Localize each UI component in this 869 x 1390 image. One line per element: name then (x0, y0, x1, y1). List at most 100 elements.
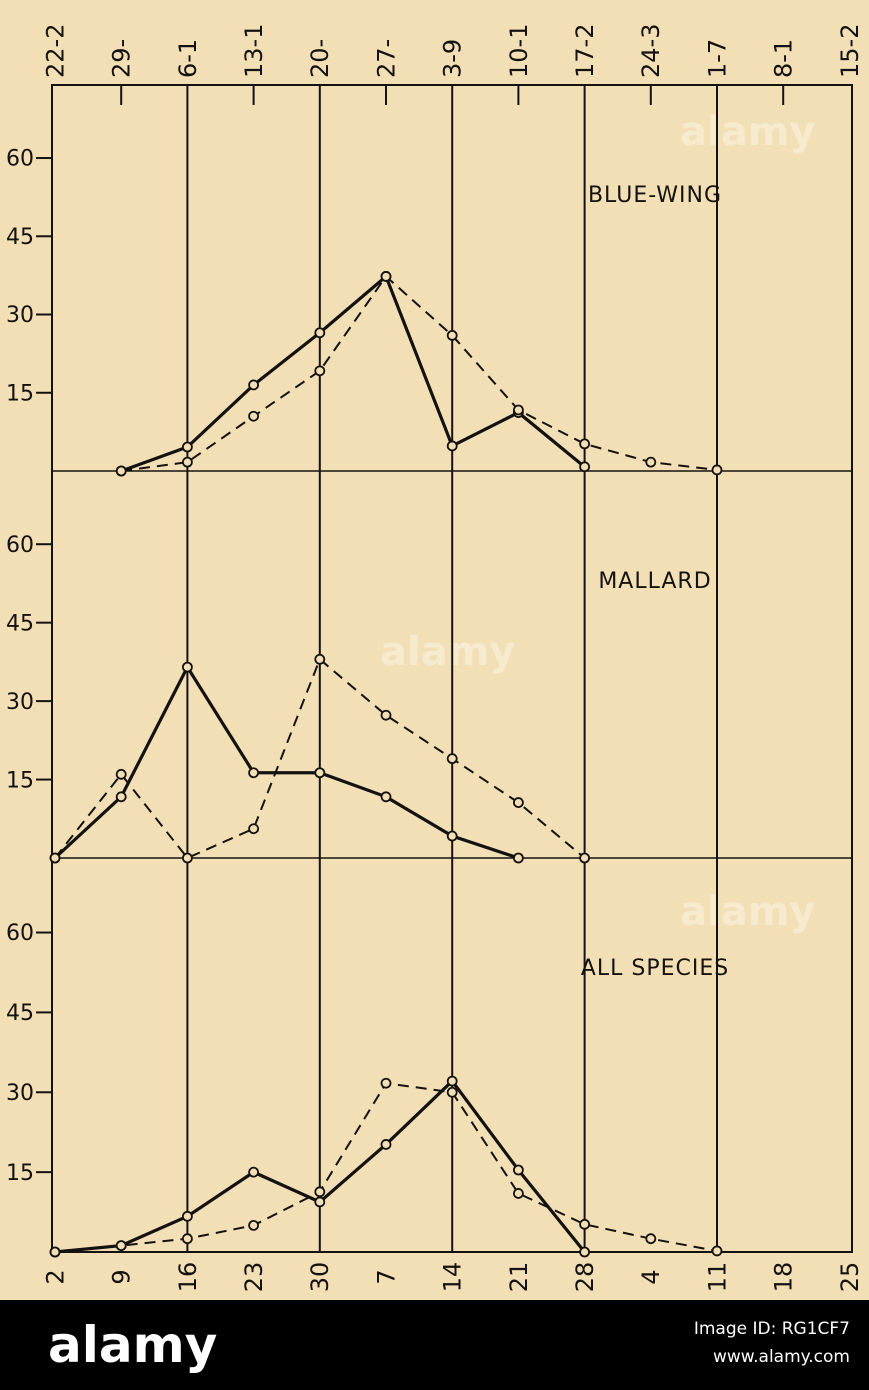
top-axis-label: 22-2 (41, 24, 69, 78)
y-tick-label: 30 (6, 690, 34, 715)
watermark: alamy (680, 109, 815, 155)
x-tick-label: 7 (372, 1269, 400, 1284)
watermark: alamy (680, 889, 815, 935)
data-point (115, 465, 127, 477)
data-point (181, 456, 193, 468)
background (0, 0, 869, 1300)
series-line (121, 274, 718, 472)
x-tick-label: 11 (703, 1262, 731, 1293)
y-tick-label: 15 (6, 381, 34, 406)
x-tick-label: 23 (240, 1262, 268, 1293)
x-tick-label: 16 (174, 1262, 202, 1293)
y-tick-label: 60 (6, 147, 34, 172)
data-point (181, 1233, 193, 1245)
data-point (181, 852, 193, 864)
top-axis-label: 10-1 (505, 24, 533, 78)
data-point (579, 1218, 590, 1230)
data-point (380, 271, 392, 282)
data-point (248, 410, 260, 422)
x-tick-label: 25 (836, 1262, 864, 1293)
data-point (49, 1246, 61, 1258)
data-point (446, 830, 458, 842)
data-point (380, 1139, 392, 1150)
top-axis-label: 24-3 (637, 24, 665, 78)
x-tick-label: 2 (41, 1269, 69, 1284)
top-axis-label: 3-9 (439, 39, 467, 78)
y-tick-label: 30 (6, 303, 34, 328)
site-url: www.alamy.com (713, 1347, 850, 1367)
top-axis-label: 6-1 (174, 39, 202, 78)
data-point (579, 438, 590, 450)
x-tick-label: 30 (306, 1262, 334, 1293)
data-point (380, 1077, 392, 1089)
data-point (446, 440, 458, 452)
data-point (115, 791, 127, 803)
data-point (579, 852, 590, 864)
data-point (314, 365, 326, 377)
footer-bar (0, 1300, 869, 1390)
x-tick-label: 9 (108, 1269, 136, 1284)
top-axis-label: 1-7 (703, 39, 731, 78)
data-point (645, 1233, 657, 1245)
data-point (115, 768, 127, 780)
data-point (248, 1166, 260, 1178)
series-line (120, 273, 586, 473)
y-tick-label: 45 (6, 1001, 34, 1026)
data-point (513, 404, 524, 416)
top-axis-label: 29- (108, 39, 136, 78)
x-tick-label: 14 (439, 1262, 467, 1293)
y-tick-label: 15 (6, 768, 34, 793)
image-id: Image ID: RG1CF7 (694, 1319, 850, 1339)
top-axis-label: 27- (372, 39, 400, 78)
top-axis-label: 13-1 (240, 24, 268, 78)
y-tick-label: 60 (6, 533, 34, 558)
y-tick-label: 45 (6, 225, 34, 250)
top-axis-label: 15-2 (836, 24, 864, 78)
data-point (248, 767, 260, 779)
data-point (314, 1196, 326, 1208)
y-tick-label: 30 (6, 1081, 34, 1106)
x-tick-label: 4 (637, 1269, 665, 1284)
data-point (446, 1075, 458, 1087)
data-point (446, 1086, 458, 1098)
data-point (314, 327, 326, 339)
data-point (513, 1188, 524, 1199)
data-point (49, 852, 61, 864)
data-point (579, 461, 590, 473)
data-point (314, 1186, 326, 1198)
data-point (513, 852, 524, 864)
data-point (248, 379, 260, 391)
data-point (314, 767, 326, 779)
series-line (53, 663, 519, 860)
data-point (115, 1240, 127, 1252)
footer-logo: alamy (48, 1316, 217, 1374)
x-tick-label: 28 (571, 1262, 599, 1293)
data-point (181, 1210, 193, 1222)
data-point (314, 653, 326, 665)
x-tick-label: 18 (770, 1262, 798, 1293)
data-point (645, 456, 657, 468)
data-point (380, 791, 392, 803)
data-point (513, 797, 524, 808)
data-point (181, 661, 193, 673)
y-tick-label: 15 (6, 1161, 34, 1186)
top-axis-label: 8-1 (770, 39, 798, 78)
data-point (380, 709, 392, 721)
data-point (513, 1164, 524, 1176)
data-point (579, 1246, 590, 1258)
y-tick-label: 45 (6, 611, 34, 636)
data-point (711, 464, 723, 476)
data-point (711, 1245, 723, 1257)
panel-title: BLUE-WING (588, 183, 722, 208)
data-point (446, 753, 458, 765)
data-point (446, 329, 458, 341)
watermark: alamy (380, 629, 515, 675)
data-point (181, 441, 193, 453)
y-tick-label: 60 (6, 921, 34, 946)
series-line (54, 657, 586, 860)
data-point (248, 823, 260, 835)
top-axis-label: 20- (306, 39, 334, 78)
x-tick-label: 21 (505, 1262, 533, 1293)
